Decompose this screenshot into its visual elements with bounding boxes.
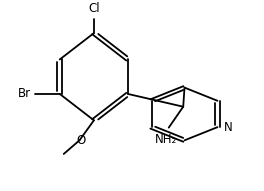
Text: O: O [76,134,86,147]
Text: Br: Br [18,87,31,100]
Text: N: N [224,121,233,134]
Text: NH₂: NH₂ [155,133,177,146]
Text: Cl: Cl [88,2,100,15]
